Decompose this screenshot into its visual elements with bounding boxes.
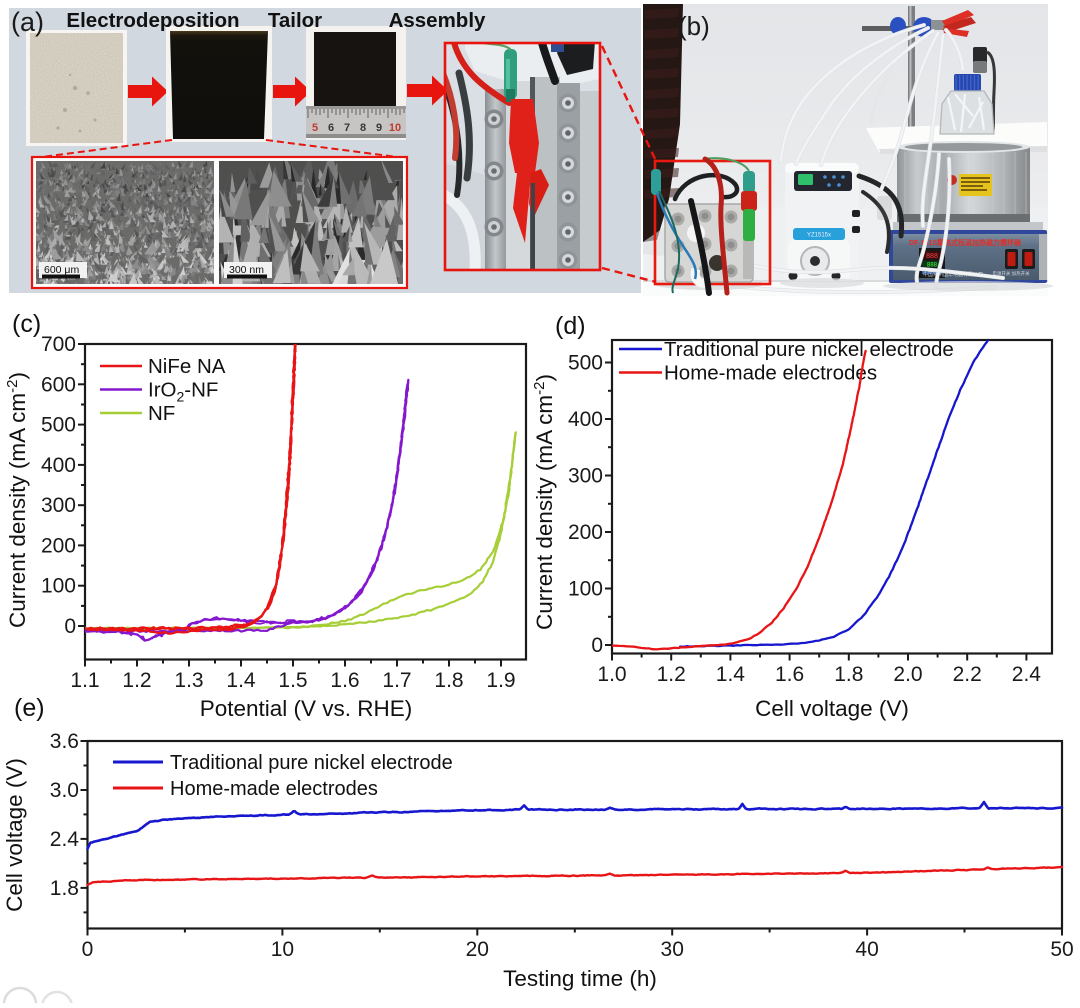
svg-text:0: 0	[82, 938, 94, 961]
svg-text:1.4: 1.4	[716, 663, 746, 686]
svg-text:1.5: 1.5	[278, 669, 307, 692]
svg-text:8: 8	[360, 122, 366, 134]
svg-text:400: 400	[41, 454, 76, 477]
svg-text:1.1: 1.1	[70, 669, 99, 692]
svg-text:(e): (e)	[14, 694, 45, 722]
svg-text:1.7: 1.7	[382, 669, 411, 692]
svg-text:3.6: 3.6	[50, 730, 79, 753]
svg-text:10: 10	[389, 122, 401, 134]
svg-text:100: 100	[41, 575, 76, 598]
svg-text:Assembly: Assembly	[389, 9, 486, 32]
svg-text:(d): (d)	[555, 312, 586, 340]
svg-text:Current density (mA cm-2): Current density (mA cm-2)	[4, 372, 31, 628]
svg-text:1.6: 1.6	[330, 669, 359, 692]
svg-text:Traditional pure nickel electr: Traditional pure nickel electrode	[664, 338, 954, 361]
svg-text:1.8: 1.8	[834, 663, 863, 686]
svg-text:40: 40	[855, 938, 878, 961]
svg-text:3.0: 3.0	[50, 779, 79, 802]
svg-text:2.0: 2.0	[893, 663, 922, 686]
svg-text:Cell voltage (V): Cell voltage (V)	[2, 758, 27, 912]
svg-text:6: 6	[328, 122, 334, 134]
svg-text:Current density (mA cm-2): Current density (mA cm-2)	[531, 374, 558, 630]
svg-text:9: 9	[376, 122, 382, 134]
svg-text:Potential (V vs. RHE): Potential (V vs. RHE)	[200, 696, 413, 721]
svg-text:100: 100	[568, 578, 603, 601]
svg-text:20: 20	[466, 938, 489, 961]
svg-text:5: 5	[312, 122, 318, 134]
svg-text:1.3: 1.3	[174, 669, 203, 692]
svg-text:500: 500	[41, 414, 76, 437]
svg-text:YZ1515x: YZ1515x	[807, 233, 831, 239]
svg-text:1.8: 1.8	[434, 669, 463, 692]
svg-text:7: 7	[344, 122, 350, 134]
svg-text:DF-101S集热式恒温加热磁力攬拌器: DF-101S集热式恒温加热磁力攬拌器	[909, 238, 1022, 247]
svg-text:888: 888	[926, 253, 938, 260]
svg-text:Tailor: Tailor	[268, 9, 322, 32]
svg-text:600: 600	[41, 373, 76, 396]
svg-text:1.8: 1.8	[50, 877, 79, 900]
svg-text:600 μm: 600 μm	[44, 264, 79, 276]
svg-text:电源开关 加热开关: 电源开关 加热开关	[992, 270, 1030, 277]
svg-text:NiFe NA: NiFe NA	[148, 355, 226, 378]
svg-text:Home-made electrodes: Home-made electrodes	[170, 778, 378, 800]
svg-text:300 nm: 300 nm	[229, 264, 264, 276]
svg-text:1.0: 1.0	[597, 663, 626, 686]
svg-text:(b): (b)	[678, 11, 710, 41]
svg-text:(a): (a)	[11, 7, 44, 37]
svg-text:50: 50	[1050, 938, 1073, 961]
svg-text:30: 30	[661, 938, 684, 961]
svg-text:Cell voltage (V): Cell voltage (V)	[755, 696, 909, 721]
svg-text:200: 200	[568, 521, 603, 544]
svg-text:1.2: 1.2	[657, 663, 686, 686]
svg-text:NF: NF	[148, 402, 175, 425]
svg-text:Traditional pure nickel electr: Traditional pure nickel electrode	[170, 752, 453, 774]
svg-text:200: 200	[41, 534, 76, 557]
svg-text:2.2: 2.2	[953, 663, 982, 686]
svg-text:700: 700	[41, 333, 76, 356]
svg-text:1.4: 1.4	[226, 669, 256, 692]
svg-text:2.4: 2.4	[1012, 663, 1042, 686]
svg-text:Home-made electrodes: Home-made electrodes	[664, 362, 877, 385]
svg-text:2.4: 2.4	[50, 828, 80, 851]
svg-text:1.6: 1.6	[775, 663, 804, 686]
svg-text:300: 300	[568, 465, 603, 488]
svg-text:Testing time (h): Testing time (h)	[503, 966, 657, 991]
svg-text:Electrodeposition: Electrodeposition	[66, 9, 239, 32]
svg-text:1.2: 1.2	[122, 669, 151, 692]
svg-text:0: 0	[591, 634, 603, 657]
svg-text:300: 300	[41, 494, 76, 517]
svg-text:400: 400	[568, 408, 603, 431]
svg-text:中国常州国华电器有限公司: 中国常州国华电器有限公司	[923, 271, 983, 278]
svg-text:1.9: 1.9	[486, 669, 515, 692]
svg-text:888: 888	[927, 263, 938, 269]
svg-text:(c): (c)	[12, 310, 41, 338]
svg-text:500: 500	[568, 352, 603, 375]
svg-text:0: 0	[64, 615, 76, 638]
svg-text:10: 10	[271, 938, 294, 961]
